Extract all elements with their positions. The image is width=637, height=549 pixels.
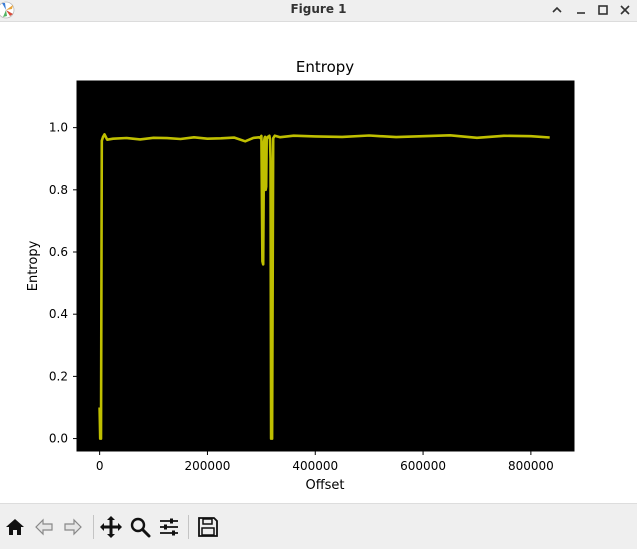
back-arrow-icon[interactable] — [31, 514, 57, 540]
x-tick-label: 200000 — [185, 459, 231, 473]
chart-title: Entropy — [296, 58, 354, 76]
window-titlebar: Figure 1 — [0, 0, 637, 22]
x-tick-label: 800000 — [508, 459, 554, 473]
toolbar-separator — [188, 515, 189, 539]
home-icon[interactable] — [2, 514, 28, 540]
zoom-icon[interactable] — [127, 514, 153, 540]
x-tick-label: 600000 — [400, 459, 446, 473]
configure-subplots-icon[interactable] — [156, 514, 182, 540]
y-axis-label: Entropy — [26, 240, 41, 291]
y-tick-label: 0.2 — [49, 369, 68, 383]
plot-area — [76, 80, 575, 452]
y-tick-label: 0.0 — [49, 432, 68, 446]
toolbar-separator — [93, 515, 94, 539]
matplotlib-logo-icon — [0, 0, 20, 20]
figure-canvas[interactable]: Entropy 0 200000 400000 600000 800000 0.0 0.2… — [0, 22, 637, 503]
window-title: Figure 1 — [290, 2, 347, 16]
x-tick-label: 400000 — [292, 459, 338, 473]
x-axis-label: Offset — [305, 478, 344, 493]
pan-icon[interactable] — [98, 514, 124, 540]
navigation-toolbar — [0, 503, 637, 549]
entropy-chart: Entropy 0 200000 400000 600000 800000 0.0 0.2… — [26, 58, 575, 493]
close-icon[interactable] — [615, 1, 635, 19]
y-tick-label: 0.6 — [49, 245, 68, 259]
x-tick-label: 0 — [96, 459, 104, 473]
forward-arrow-icon[interactable] — [60, 514, 86, 540]
save-icon[interactable] — [195, 514, 221, 540]
y-tick-label: 1.0 — [49, 121, 68, 135]
entropy-series-line — [98, 133, 550, 440]
chevron-up-icon[interactable] — [547, 1, 567, 19]
y-tick-label: 0.8 — [49, 183, 68, 197]
y-tick-label: 0.4 — [49, 307, 68, 321]
maximize-icon[interactable] — [593, 1, 613, 19]
minimize-icon[interactable] — [571, 1, 591, 19]
